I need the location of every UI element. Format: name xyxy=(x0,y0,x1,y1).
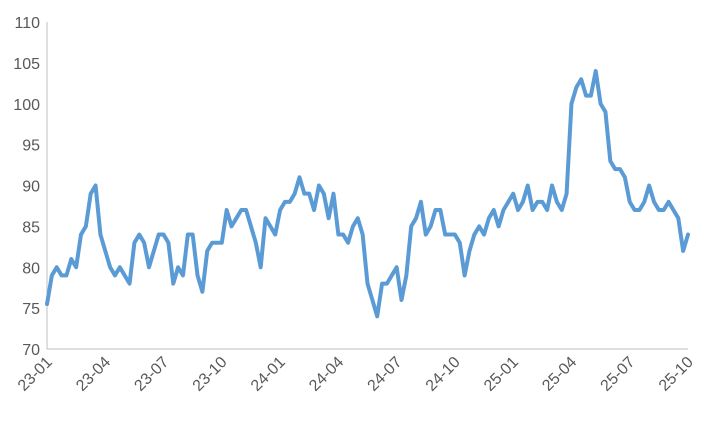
y-tick-label: 70 xyxy=(22,342,40,359)
x-tick-label: 25-01 xyxy=(481,354,522,395)
y-tick-label: 80 xyxy=(22,260,40,277)
x-tick-label: 24-07 xyxy=(365,354,406,395)
y-tick-label: 110 xyxy=(14,15,40,32)
x-tick-label: 23-01 xyxy=(15,354,56,395)
y-tick-label: 90 xyxy=(22,179,40,196)
y-tick-label: 100 xyxy=(13,97,40,114)
x-tick-label: 25-07 xyxy=(598,354,639,395)
x-tick-label: 23-07 xyxy=(131,354,172,395)
x-tick-label: 24-04 xyxy=(306,354,347,395)
y-tick-label: 85 xyxy=(22,219,40,236)
y-tick-label: 105 xyxy=(13,56,40,73)
y-tick-label: 75 xyxy=(22,301,40,318)
y-tick-label: 95 xyxy=(22,138,40,155)
data-line xyxy=(45,69,690,319)
x-tick-label: 23-04 xyxy=(73,354,114,395)
x-tick-label: 24-01 xyxy=(248,354,289,395)
x-tick-label: 23-10 xyxy=(190,354,231,395)
x-tick-label: 25-04 xyxy=(539,354,580,395)
x-tick-label: 25-10 xyxy=(656,354,697,395)
x-tick-label: 24-10 xyxy=(423,354,464,395)
